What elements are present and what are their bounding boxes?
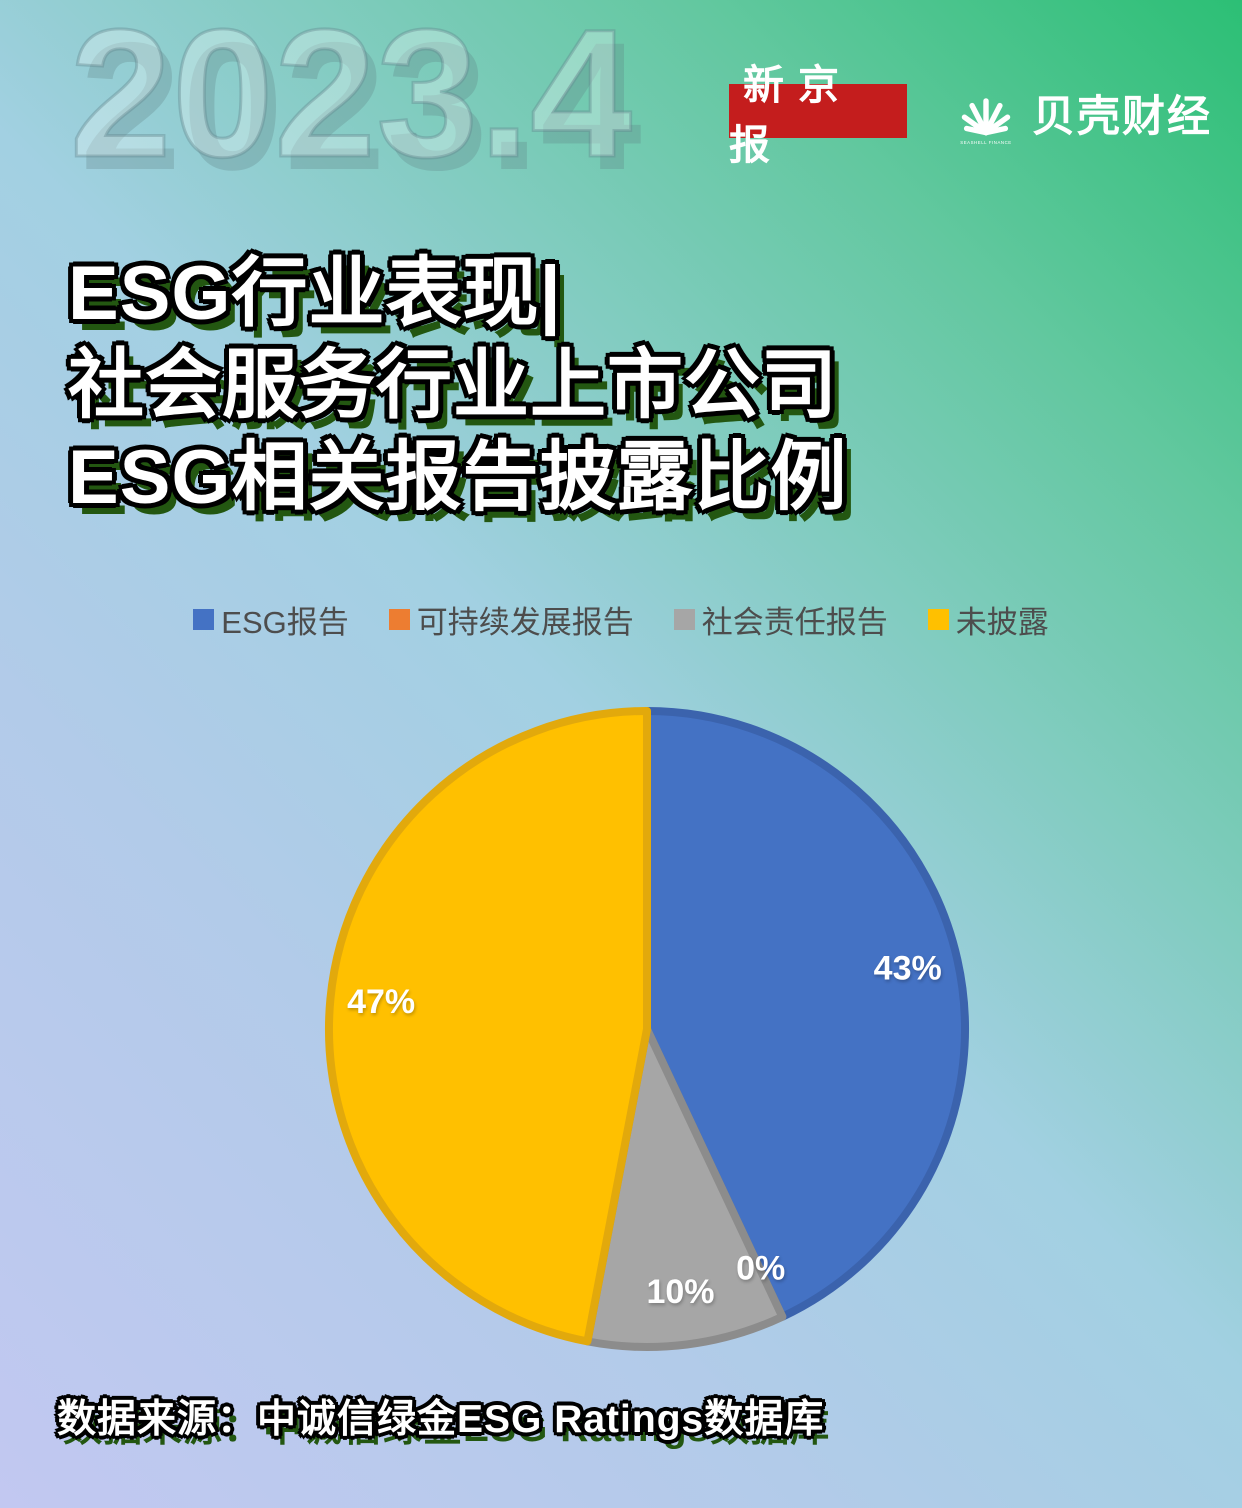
legend-swatch-yellow — [927, 609, 949, 630]
legend-swatch-blue — [193, 609, 215, 630]
title-line-3: ESG相关报告披露比例 — [68, 435, 848, 520]
legend-item-esg-report: ESG报告 — [193, 597, 349, 642]
data-source-note: 数据来源：中诚信绿金ESG Ratings数据库 — [57, 1398, 825, 1441]
legend-item-csr-report: 社会责任报告 — [673, 597, 888, 642]
legend-swatch-gray — [673, 609, 695, 630]
legend-item-undisclosed: 未披露 — [927, 597, 1049, 642]
pie-slice-0 — [643, 707, 969, 1321]
pie-label-1: 0% — [736, 1250, 785, 1288]
legend-label: 未披露 — [955, 605, 1049, 640]
pie-slice-3 — [324, 707, 651, 1346]
title-line-1: ESG行业表现| — [68, 251, 562, 336]
title-line-2: 社会服务行业上市公司 — [68, 343, 838, 428]
legend-item-sustainability-report: 可持续发展报告 — [388, 597, 634, 642]
legend-label: 可持续发展报告 — [416, 605, 634, 640]
legend-label: 社会责任报告 — [701, 605, 888, 640]
pie-label-0: 43% — [874, 950, 942, 988]
brand-name: 贝壳财经 — [1032, 93, 1212, 141]
legend-label: ESG报告 — [221, 605, 349, 640]
legend-swatch-orange — [388, 609, 410, 630]
chart-legend: ESG报告 可持续发展报告 社会责任报告 未披露 — [0, 597, 1242, 642]
pie-label-2: 10% — [646, 1273, 714, 1311]
seashell-logo-subtext: SEASHELL FINANCE — [960, 140, 1011, 145]
brand-logo-group: SEASHELL FINANCE 贝壳财经 — [948, 78, 1212, 148]
seashell-logo-icon: SEASHELL FINANCE — [948, 75, 1024, 152]
page-title: ESG行业表现| 社会服务行业上市公司 ESG相关报告披露比例 — [68, 248, 848, 524]
watermark-date: 2023.4 — [69, 0, 634, 195]
newspaper-badge-label: 新京报 — [729, 62, 853, 168]
pie-chart: 43% 0% 10% 47% — [324, 707, 969, 1351]
pie-label-3: 47% — [347, 983, 415, 1021]
newspaper-badge: 新京报 — [729, 62, 907, 168]
pie-slice-2 — [583, 1025, 787, 1351]
